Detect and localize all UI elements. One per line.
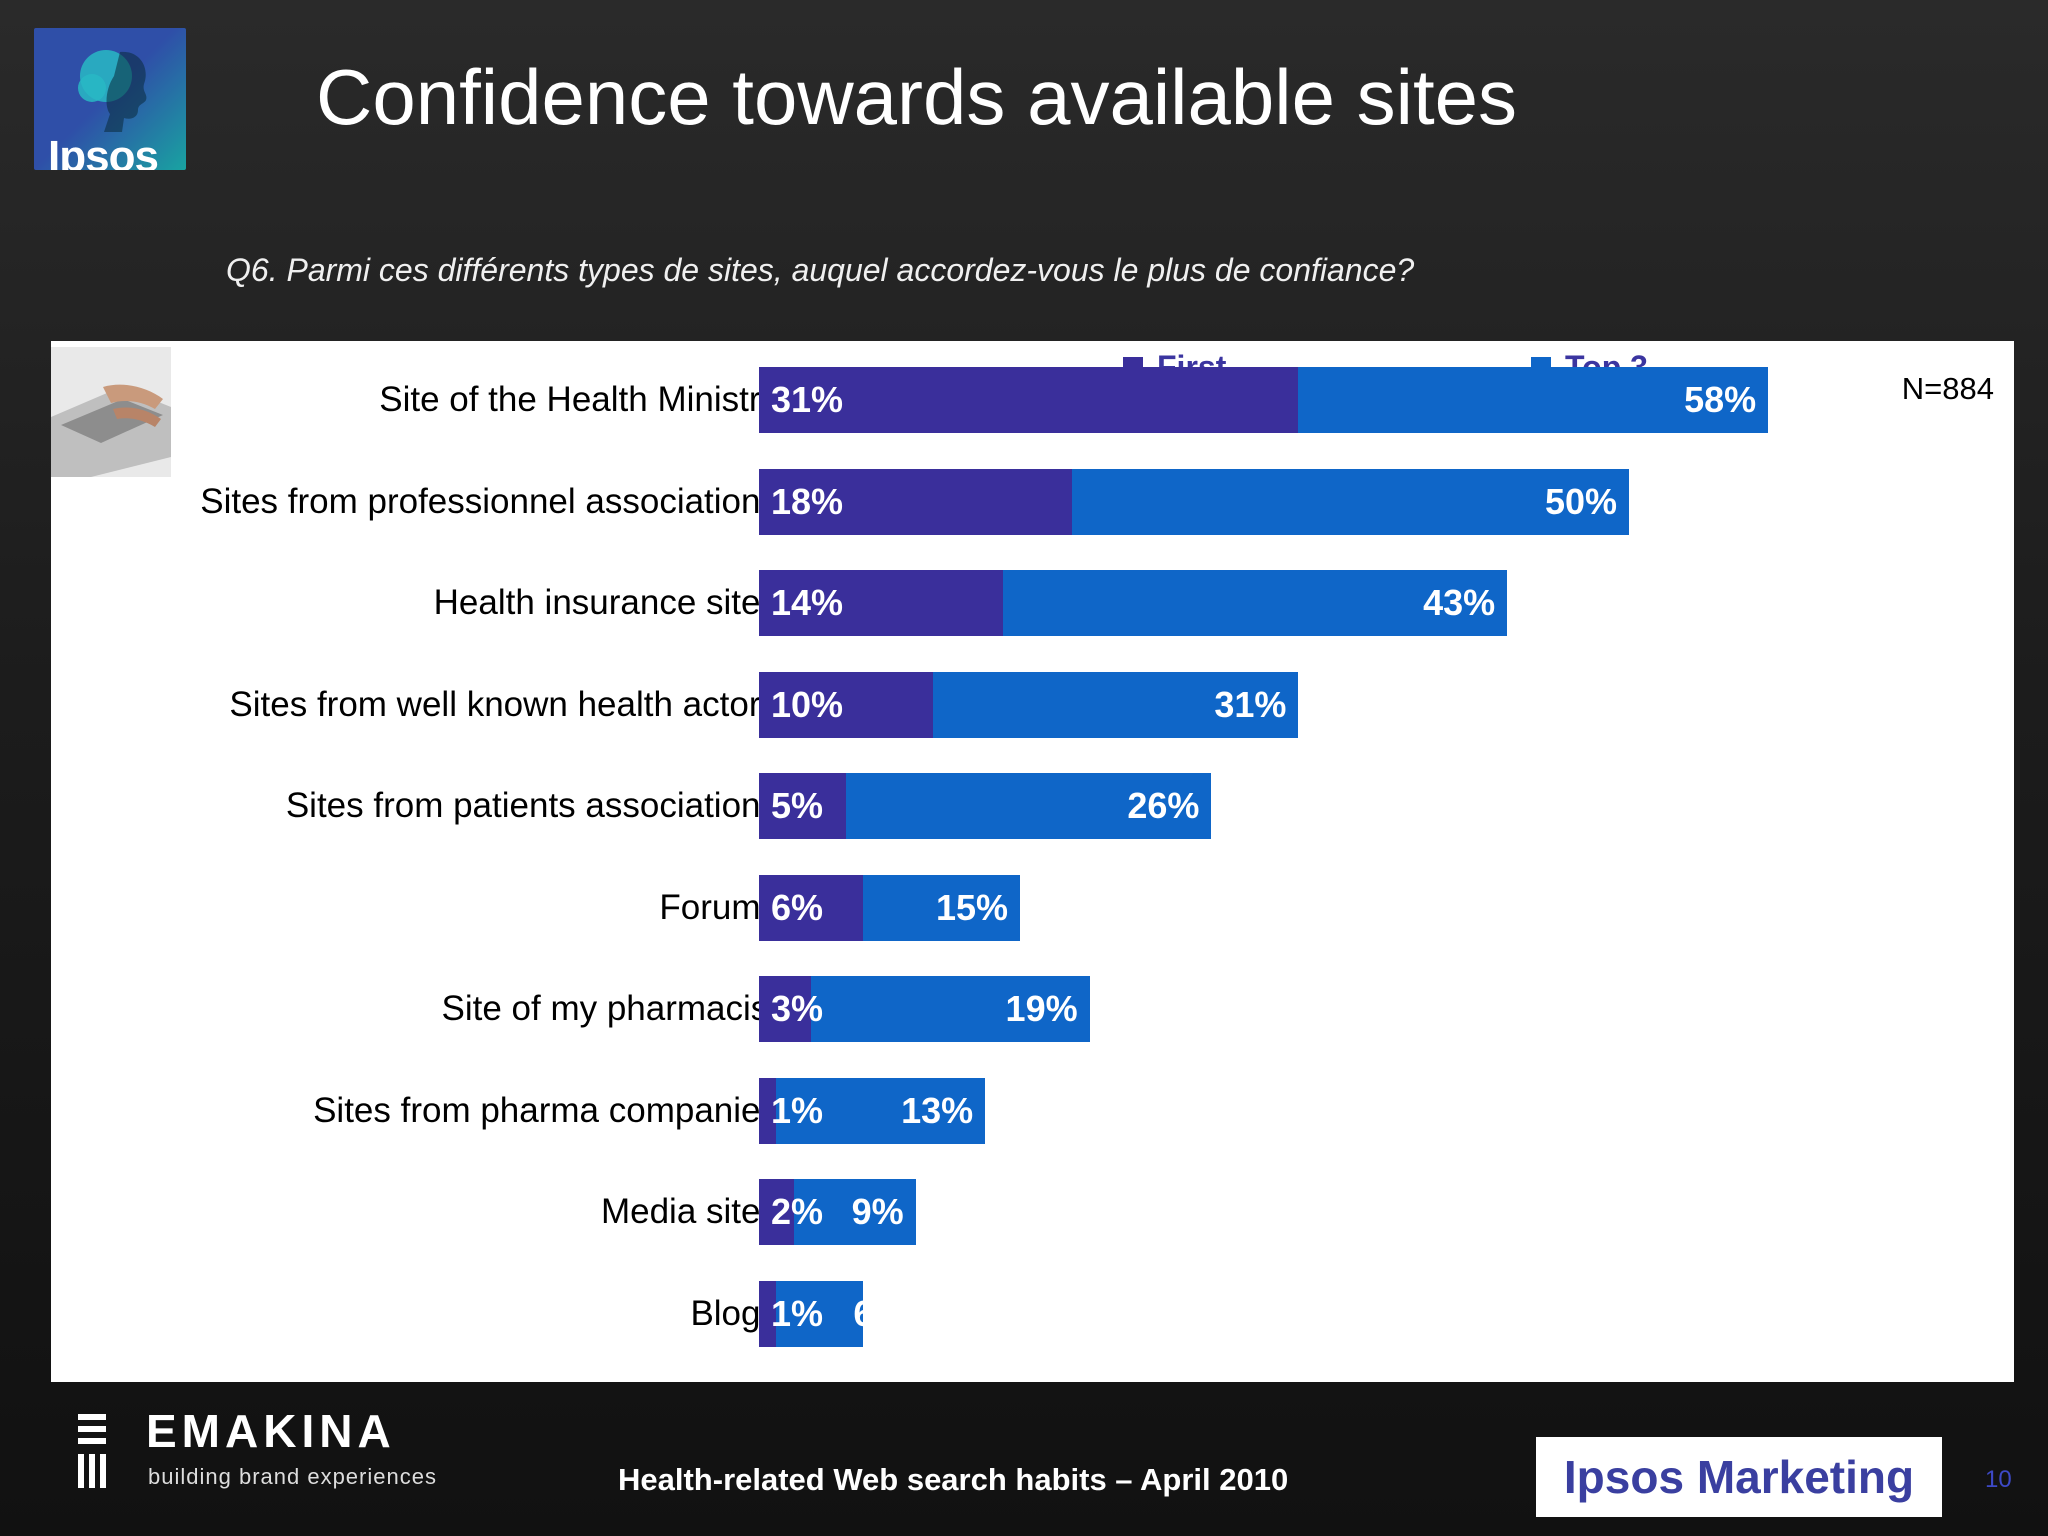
bar-first xyxy=(759,1280,777,1347)
bar-label-top3: 43% xyxy=(1423,582,1496,623)
head-tree-icon xyxy=(78,50,147,132)
bar-first xyxy=(759,1179,794,1245)
footer-text: Health-related Web search habits – April… xyxy=(618,1462,1289,1497)
bar-first xyxy=(759,1077,777,1144)
category-label: Sites from well known health actors xyxy=(229,684,778,724)
category-label: Site of the Health Ministry xyxy=(379,380,778,419)
bar-first xyxy=(759,773,846,839)
page-number: 10 xyxy=(1985,1466,2012,1493)
bar-first xyxy=(759,976,812,1042)
category-label: Sites from pharma companies xyxy=(313,1090,778,1130)
category-label: Media sites xyxy=(600,1192,778,1231)
ipsos-marketing-logo: Ipsos Marketing xyxy=(1536,1437,1942,1517)
category-label: Health insurance sites xyxy=(433,583,778,622)
category-label: Sites from patients associations xyxy=(285,786,778,825)
laptop-typing-photo xyxy=(51,347,171,477)
bar-first xyxy=(759,367,1299,433)
category-label: Forums xyxy=(659,887,778,927)
ipsos-logo: Ipsos xyxy=(34,28,186,170)
bar-label-first: 14% xyxy=(771,582,844,623)
bar-label-top3: 26% xyxy=(1127,785,1200,826)
bar-label-top3: 9% xyxy=(851,1191,904,1232)
bar-label-top3: 19% xyxy=(1005,988,1078,1029)
bar-label-first: 1% xyxy=(771,1089,824,1131)
bar-label-first: 5% xyxy=(771,785,824,826)
slide-title: Confidence towards available sites xyxy=(316,53,1518,141)
bar-top3 xyxy=(759,1280,864,1347)
category-label: Sites from professionnel associations xyxy=(200,481,778,521)
bar-first xyxy=(759,671,933,738)
bar-label-top3: 31% xyxy=(1214,683,1287,725)
bar-top3 xyxy=(759,976,1090,1042)
bar-label-top3: 50% xyxy=(1544,480,1617,522)
bar-label-first: 10% xyxy=(771,683,844,725)
bar-label-top3: 13% xyxy=(901,1089,974,1131)
bar-top3 xyxy=(759,1077,986,1144)
emakina-bars-icon xyxy=(78,1414,106,1488)
bar-label-top3: 6 xyxy=(853,1281,863,1347)
bar-first xyxy=(759,874,864,941)
bar-first xyxy=(759,570,1003,636)
survey-question: Q6. Parmi ces différents types de sites,… xyxy=(226,252,1415,288)
bar-first xyxy=(759,468,1073,535)
chart-panel: First Top 3 N=884 Site of the Health Min… xyxy=(51,341,2014,1382)
sample-size: N=884 xyxy=(1901,371,1994,406)
ipsos-logo-text: Ipsos xyxy=(48,132,159,170)
bar-label-first: 6% xyxy=(771,886,824,928)
bar-label-top3: 15% xyxy=(935,886,1008,928)
bar-label-first: 3% xyxy=(771,988,824,1029)
bar-label-top3: 58% xyxy=(1684,379,1757,420)
bar-label-first: 2% xyxy=(771,1191,824,1232)
emakina-name: EMAKINA xyxy=(146,1405,396,1457)
bar-label-first: 18% xyxy=(771,480,844,522)
category-label: Site of my pharmacist xyxy=(441,989,779,1028)
bar-label-first: 1% xyxy=(771,1292,824,1334)
bar-label-first: 31% xyxy=(771,379,844,420)
emakina-tagline: building brand experiences xyxy=(148,1464,437,1489)
